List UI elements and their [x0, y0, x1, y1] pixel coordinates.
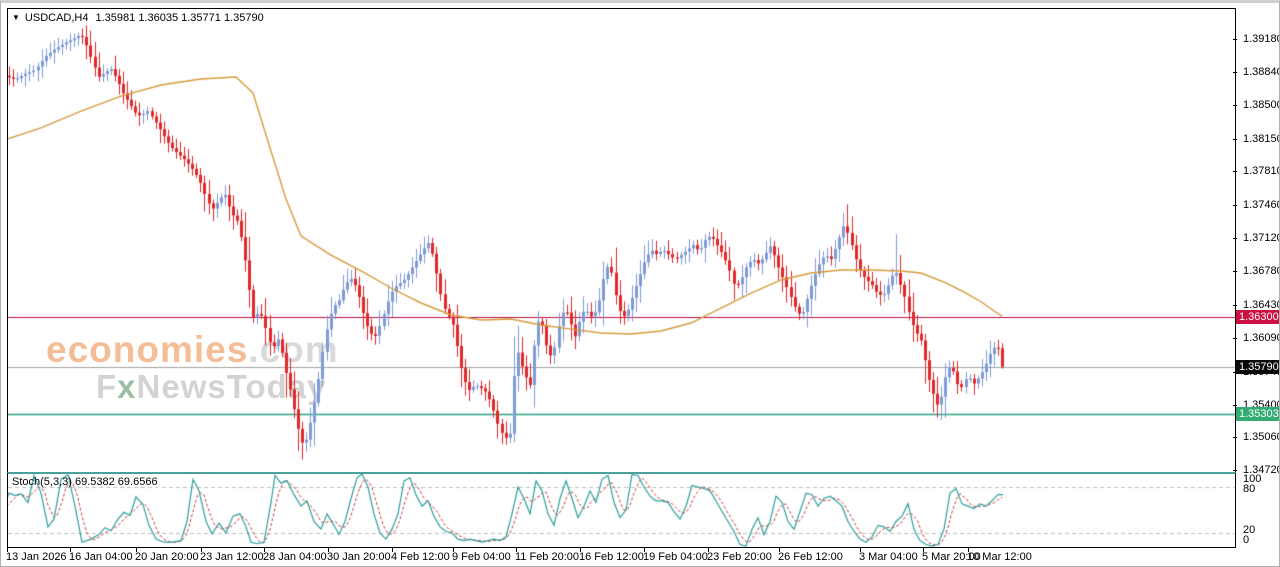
date-tick-label: 30 Jan 20:00: [327, 551, 391, 563]
date-tick-mark: [644, 548, 645, 552]
price-tick-mark: [1233, 404, 1237, 406]
date-tick-mark: [708, 548, 709, 552]
stochastic-panel: Stoch(5,3,3) 69.5382 69.6566: [7, 472, 1236, 548]
price-tick-mark: [1233, 337, 1237, 339]
price-tick-label: 1.37120: [1243, 232, 1280, 245]
price-tick-mark: [1233, 371, 1237, 373]
price-tick-label: 1.36780: [1243, 265, 1280, 278]
price-tick-mark: [1233, 171, 1237, 173]
date-axis[interactable]: 13 Jan 2026 16 Jan 04:00 20 Jan 20:00 23 Ja…: [1, 548, 1279, 566]
date-tick-mark: [860, 548, 861, 552]
date-tick-mark: [392, 548, 393, 552]
date-tick-mark: [70, 548, 71, 552]
date-tick-label: 4 Feb 12:00: [391, 551, 450, 563]
date-tick-label: 3 Mar 04:00: [859, 551, 918, 563]
date-tick-label: 10 Mar 12:00: [967, 551, 1032, 563]
price-tick-label: 1.39180: [1243, 33, 1280, 45]
date-tick-label: 9 Feb 04:00: [452, 551, 511, 563]
price-tick-mark: [1233, 437, 1237, 439]
symbol-title-row: ▼ USDCAD,H4 1.35981 1.36035 1.35771 1.3579…: [12, 12, 264, 24]
price-tick-mark: [1233, 304, 1237, 306]
price-level-badge: 1.35790: [1236, 359, 1279, 374]
price-tick-mark: [1233, 238, 1237, 240]
stochastic-label: Stoch(5,3,3) 69.5382 69.6566: [12, 476, 158, 488]
date-tick-mark: [136, 548, 137, 552]
date-tick-mark: [201, 548, 202, 552]
price-tick-label: 1.36430: [1243, 298, 1280, 311]
date-tick-mark: [580, 548, 581, 552]
symbol-timeframe-label: USDCAD,H4: [24, 12, 89, 24]
stochastic-canvas[interactable]: [8, 474, 1235, 547]
symbol-dropdown-icon[interactable]: ▼: [12, 13, 20, 22]
price-tick-label: 1.38500: [1243, 98, 1280, 111]
stochastic-name: Stoch(5,3,3): [12, 476, 72, 488]
stoch-axis-label: 20: [1243, 524, 1256, 536]
price-tick-mark: [1233, 271, 1237, 273]
price-tick-mark: [1233, 104, 1237, 106]
date-tick-label: 19 Feb 04:00: [643, 551, 708, 563]
stoch-axis-label: 0: [1243, 534, 1250, 546]
ohlc-values: 1.35981 1.36035 1.35771 1.35790: [95, 12, 264, 24]
price-level-badge: 1.36300: [1236, 310, 1279, 325]
price-tick-label: 1.34720: [1243, 464, 1280, 477]
price-chart-canvas[interactable]: [8, 9, 1235, 472]
main-chart-panel: economies.com FxNewsToday ▼USDCAD,H41.35…: [7, 8, 1236, 472]
price-axis[interactable]: 1.39180 1.38840 1.38500 1.38150 1.37810 1.374…: [1233, 8, 1280, 548]
price-tick-label: 1.38150: [1243, 132, 1280, 145]
date-tick-mark: [968, 548, 969, 552]
date-tick-label: 5 Mar 20:00: [922, 551, 981, 563]
date-tick-label: 11 Feb 20:00: [515, 551, 580, 563]
date-tick-label: 13 Jan 2026: [6, 551, 67, 563]
date-tick-mark: [516, 548, 517, 552]
stoch-axis-label: 80: [1243, 483, 1256, 495]
date-tick-label: 23 Feb 20:00: [707, 551, 772, 563]
price-tick-mark: [1233, 138, 1237, 140]
price-tick-mark: [1233, 205, 1237, 207]
date-tick-label: 16 Jan 04:00: [69, 551, 133, 563]
price-tick-label: 1.36090: [1243, 331, 1280, 344]
price-level-badge: 1.35303: [1236, 406, 1279, 421]
date-tick-mark: [923, 548, 924, 552]
stoch-axis-label: 100: [1243, 473, 1262, 485]
date-tick-mark: [453, 548, 454, 552]
price-tick-label: 1.38840: [1243, 65, 1280, 78]
date-tick-label: 23 Jan 12:00: [200, 551, 264, 563]
date-tick-label: 16 Feb 12:00: [579, 551, 644, 563]
price-tick-label: 1.37810: [1243, 165, 1280, 178]
price-tick-label: 1.35060: [1243, 431, 1280, 444]
date-tick-label: 26 Feb 12:00: [778, 551, 843, 563]
price-tick-label: 1.37460: [1243, 199, 1280, 212]
price-tick-mark: [1233, 39, 1237, 40]
stochastic-values: 69.5382 69.6566: [74, 476, 158, 488]
date-tick-label: 28 Jan 04:00: [263, 551, 327, 563]
date-tick-mark: [264, 548, 265, 552]
date-tick-mark: [7, 548, 8, 552]
date-tick-mark: [779, 548, 780, 552]
date-tick-mark: [328, 548, 329, 552]
price-tick-mark: [1233, 71, 1237, 73]
date-tick-label: 20 Jan 20:00: [135, 551, 199, 563]
price-tick-mark: [1233, 470, 1237, 472]
